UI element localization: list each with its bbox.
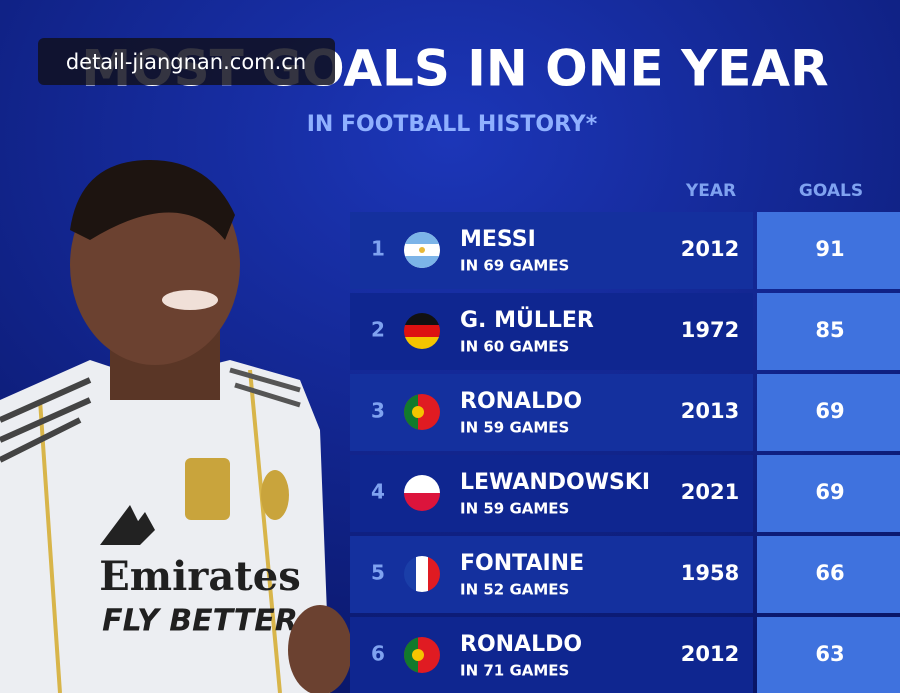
rank: 6	[371, 642, 385, 666]
games: IN 60 GAMES	[460, 338, 569, 356]
year: 1958	[681, 561, 739, 585]
games: IN 52 GAMES	[460, 581, 569, 599]
watermark: detail-jiangnan.com.cn	[66, 50, 306, 74]
player-name: RONALDO	[460, 389, 582, 414]
goals: 85	[815, 318, 844, 342]
shirt-slogan: FLY BETTER	[102, 604, 298, 639]
rank: 4	[371, 480, 385, 504]
column-header: YEAR	[685, 181, 736, 201]
games: IN 71 GAMES	[460, 662, 569, 680]
watermark-box	[38, 38, 335, 85]
rank: 2	[371, 318, 385, 342]
shirt-sponsor: Emirates	[99, 553, 300, 600]
goals: 69	[815, 480, 844, 504]
column-header: GOALS	[799, 181, 863, 201]
goals: 66	[815, 561, 844, 585]
year: 2012	[681, 237, 739, 261]
games: IN 69 GAMES	[460, 257, 569, 275]
table-row: 6 RONALDO IN 71 GAMES 2012 63	[350, 617, 900, 693]
goals: 63	[815, 642, 844, 666]
player-name: RONALDO	[460, 632, 582, 657]
goals-cell	[757, 212, 900, 289]
table-row: 4 LEWANDOWSKI IN 59 GAMES 2021 69	[350, 455, 900, 532]
subtitle: IN FOOTBALL HISTORY*	[307, 112, 598, 137]
goals-cell	[757, 536, 900, 613]
games: IN 59 GAMES	[460, 419, 569, 437]
rank: 3	[371, 399, 385, 423]
player-name: MESSI	[460, 227, 536, 252]
player-photo: Emirates FLY BETTER	[0, 160, 352, 693]
flags	[404, 232, 440, 673]
year: 2021	[681, 480, 739, 504]
goals: 69	[815, 399, 844, 423]
player-name: G. MÜLLER	[460, 307, 594, 333]
player-name: LEWANDOWSKI	[460, 470, 650, 495]
year: 2013	[681, 399, 739, 423]
player-name: FONTAINE	[460, 551, 584, 576]
table-row: 2 G. MÜLLER IN 60 GAMES 1972 85	[350, 293, 900, 370]
goals-cell	[757, 617, 900, 693]
year: 2012	[681, 642, 739, 666]
goals: 91	[815, 237, 844, 261]
table-row: 5 FONTAINE IN 52 GAMES 1958 66	[350, 536, 900, 613]
year: 1972	[681, 318, 739, 342]
goals-cell	[757, 293, 900, 370]
table: 1 MESSI IN 69 GAMES 2012 91 2 G. MÜLLER IN 60 G…	[350, 212, 900, 693]
goals-cell	[757, 374, 900, 451]
games: IN 59 GAMES	[460, 500, 569, 518]
rank: 5	[371, 561, 385, 585]
goals-cell	[757, 455, 900, 532]
rank: 1	[371, 237, 385, 261]
